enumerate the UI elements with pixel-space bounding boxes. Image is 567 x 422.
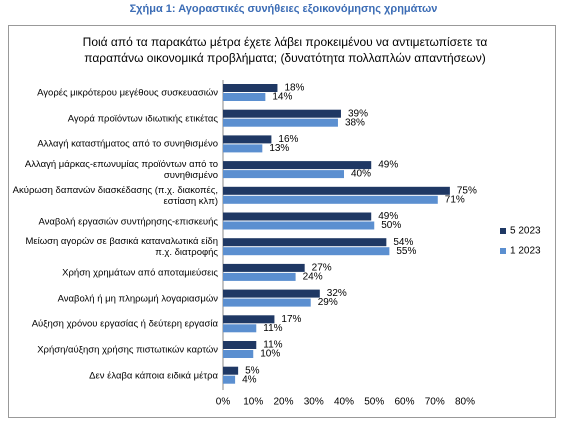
bar xyxy=(223,144,263,153)
value-label: 32% xyxy=(327,288,347,299)
bar xyxy=(223,135,272,144)
bar xyxy=(223,366,239,375)
bar xyxy=(223,238,387,247)
y-tick-label: Αγορές μικρότερου μεγέθους συσκευασιών xyxy=(37,87,218,99)
x-tick-label: 20% xyxy=(273,397,293,408)
value-label: 16% xyxy=(278,134,298,145)
value-label: 38% xyxy=(345,117,365,128)
value-label: 40% xyxy=(351,169,371,180)
bar xyxy=(223,109,341,118)
bar xyxy=(223,315,275,324)
bar xyxy=(223,341,257,349)
bar xyxy=(223,263,305,272)
value-label: 4% xyxy=(242,374,257,385)
x-tick-label: 70% xyxy=(425,397,445,408)
y-tick-label: Αλλαγή μάρκας-επωνυμίας προϊόντων από το… xyxy=(24,159,218,182)
value-label: 49% xyxy=(378,160,398,171)
legend-label: 5 2023 xyxy=(510,226,541,237)
bar xyxy=(223,221,375,230)
bar xyxy=(223,93,266,101)
legend-label: 1 2023 xyxy=(510,246,541,257)
x-tick-label: 30% xyxy=(304,397,324,408)
value-label: 55% xyxy=(396,246,416,257)
bar xyxy=(223,324,257,333)
y-tick-label: Αγορά προϊόντων ιδιωτικής ετικέτας xyxy=(67,113,218,125)
value-label: 49% xyxy=(378,211,398,222)
y-tick-label: Δεν έλαβα κάποια ειδικά μέτρα xyxy=(89,370,218,382)
chart-title: Σχήμα 1: Αγοραστικές συνήθειες εξοικονόμ… xyxy=(129,3,438,15)
y-tick-label: Αναβολή ή μη πληρωμή λογαριασμών xyxy=(57,293,218,305)
y-tick-label: Χρήση χρημάτων από αποταμιεύσεις xyxy=(62,267,218,279)
value-label: 27% xyxy=(312,263,332,274)
x-tick-label: 50% xyxy=(364,397,384,408)
bar xyxy=(223,186,450,195)
frame xyxy=(8,25,556,418)
y-tick-label: Χρήση/αύξηση χρήσης πιστωτικών καρτών xyxy=(37,344,218,356)
value-label: 11% xyxy=(263,340,282,351)
x-tick-label: 80% xyxy=(455,397,475,408)
bar xyxy=(223,170,344,179)
value-label: 11% xyxy=(263,323,282,334)
value-label: 39% xyxy=(348,108,368,119)
x-tick-label: 60% xyxy=(394,397,414,408)
legend-swatch xyxy=(500,248,506,254)
bar xyxy=(223,84,278,92)
y-tick-label: Ακύρωση δαπανών διασκέδασης (π.χ. διακοπ… xyxy=(12,184,218,207)
value-label: 14% xyxy=(272,92,292,103)
value-label: 10% xyxy=(260,349,280,360)
value-label: 17% xyxy=(281,314,301,325)
bar xyxy=(223,161,372,170)
bar xyxy=(223,289,320,298)
bar xyxy=(223,195,438,204)
value-label: 54% xyxy=(393,237,413,248)
value-label: 5% xyxy=(245,365,260,376)
bar xyxy=(223,118,338,127)
bar xyxy=(223,298,311,307)
bar xyxy=(223,212,372,221)
value-label: 71% xyxy=(445,194,465,205)
y-tick-label: Μείωση αγορών σε βασικά καταναλωτικά είδ… xyxy=(25,236,218,259)
x-tick-label: 40% xyxy=(334,397,354,408)
y-tick-label: Αναβολή εργασιών συντήρησης-επισκευής xyxy=(38,216,218,227)
chart-subtitle: Ποιά από τα παρακάτω μέτρα έχετε λάβει π… xyxy=(82,35,488,65)
y-tick-label: Αλλαγή καταστήματος από το συνηθισμένο xyxy=(37,138,218,150)
value-label: 29% xyxy=(318,297,338,308)
value-label: 24% xyxy=(303,272,323,283)
value-label: 13% xyxy=(269,143,289,154)
value-label: 50% xyxy=(381,220,401,231)
value-label: 75% xyxy=(457,185,477,196)
bar xyxy=(223,247,390,256)
x-tick-label: 0% xyxy=(216,397,231,408)
x-tick-label: 10% xyxy=(243,397,263,408)
value-label: 18% xyxy=(284,83,304,94)
bar xyxy=(223,375,236,384)
y-tick-label: Αύξηση χρόνου εργασίας ή δεύτερη εργασία xyxy=(31,318,218,330)
bar xyxy=(223,272,296,281)
bar xyxy=(223,350,254,358)
legend-swatch xyxy=(500,228,506,234)
